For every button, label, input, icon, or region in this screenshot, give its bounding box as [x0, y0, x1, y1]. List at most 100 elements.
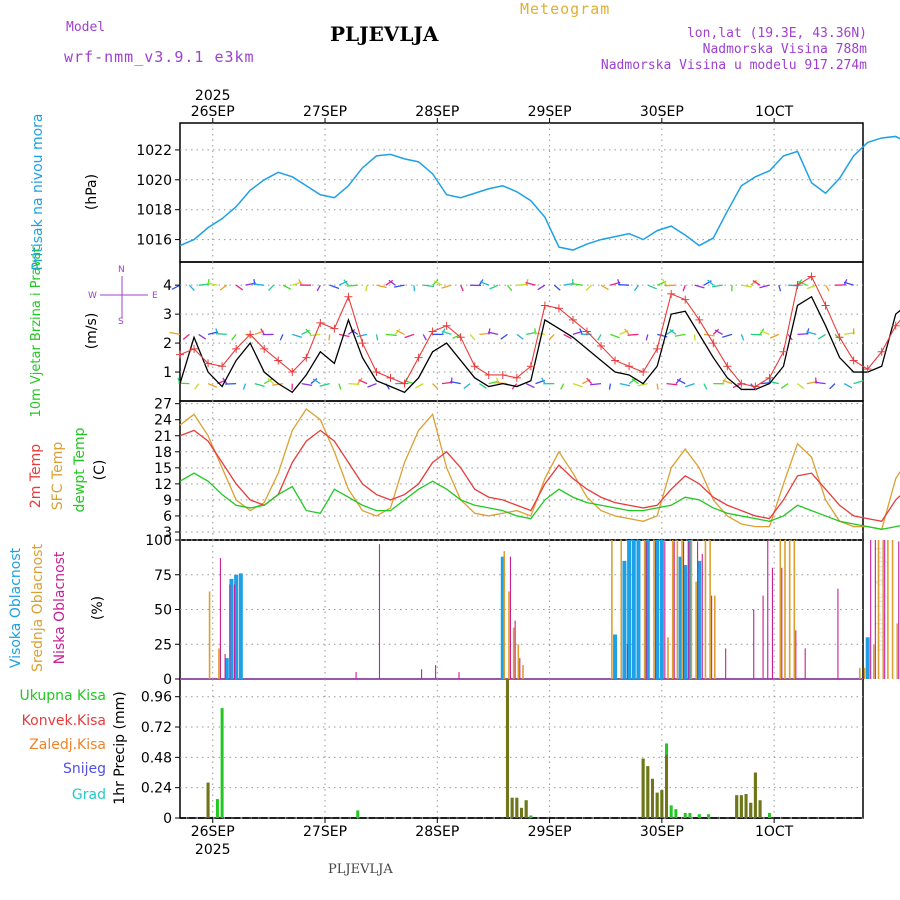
year-label-top: 2025 [195, 88, 231, 104]
low-cloud-bar [645, 541, 647, 679]
gust-marker [232, 344, 241, 353]
sfc-temp-line [179, 408, 900, 531]
precip-total-bar [529, 815, 533, 818]
gust-marker [512, 373, 521, 382]
wind-arrow [194, 383, 200, 390]
mid-cloud-bar [676, 540, 679, 679]
mid-cloud-bar [208, 591, 211, 679]
wind-arrow [806, 328, 810, 335]
wind-arrow [633, 284, 639, 292]
mid-cloud-bar [218, 648, 220, 679]
pressure-label: Pritisak na nivou mora [30, 113, 46, 270]
wind-arrow [338, 383, 342, 390]
wind-arrow [585, 284, 593, 291]
y-tick-label-4: 0.72 [141, 720, 172, 736]
gust-marker [176, 350, 184, 359]
high-cloud-bar [678, 556, 683, 679]
wind-arrow [740, 334, 745, 341]
high-cloud-bar [697, 560, 702, 679]
precip-total-bar [356, 810, 360, 818]
wind-arrow [310, 378, 318, 385]
gust-marker [695, 315, 704, 324]
low-cloud-bar [804, 648, 806, 679]
wind-arrow [207, 282, 218, 286]
precip-total-bar [767, 812, 771, 818]
low-cloud-bar [664, 541, 666, 679]
day-label-bottom: 29SEP [528, 824, 572, 840]
gust-marker [246, 330, 255, 339]
wind-arrow [292, 333, 302, 339]
precip-total-bar [220, 708, 224, 818]
low-cloud-bar [767, 540, 769, 679]
low-cloud-bar [870, 540, 872, 679]
mid-cloud-bar [709, 540, 711, 679]
low-cloud-bar [725, 648, 727, 679]
wind-arrow [432, 279, 439, 286]
gust-marker [316, 318, 325, 327]
precip-conv-bar [753, 772, 757, 818]
pressure-unit: (hPa) [84, 174, 100, 210]
y-tick-label-0: 1018 [136, 203, 172, 219]
precip-conv-bar [655, 792, 659, 818]
wind-unit: (m/s) [84, 313, 100, 350]
precip-conv-bar [505, 679, 509, 818]
low-cloud-bar [219, 558, 221, 679]
wind-arrow [506, 284, 513, 292]
high-cloud-bar [229, 578, 234, 679]
temp-2m-line [179, 429, 900, 523]
low-cloud-bar [753, 609, 755, 679]
wind-speed-line [179, 295, 900, 394]
gust-marker [639, 368, 648, 377]
wind-arrow [666, 329, 674, 335]
low-cloud-bar [795, 630, 797, 679]
low-cloud-bar [654, 541, 657, 679]
wind-arrow [684, 383, 695, 388]
gust-marker [470, 362, 479, 371]
y-tick-label-4: 0.24 [141, 781, 172, 797]
gust-marker [456, 333, 465, 342]
wind-arrow [647, 284, 657, 290]
wind-arrow [348, 382, 360, 386]
wind-arrow [441, 284, 452, 289]
mid-cloud-bar [891, 540, 894, 679]
wind-arrow [298, 279, 303, 286]
day-label-bottom: 26SEP [191, 824, 235, 840]
gust-marker [274, 356, 283, 365]
gust-marker [779, 347, 788, 356]
wind-arrow [675, 377, 682, 385]
gust-marker [568, 315, 577, 324]
precip-conv-bar [524, 800, 528, 818]
wind-label: 10m Vjetar Brzina i Pravac [29, 245, 44, 418]
gust-marker [891, 321, 900, 330]
gust-marker [737, 379, 746, 388]
high-cloud-bar [613, 634, 618, 679]
wind-arrow [537, 284, 546, 291]
wind-arrow [487, 331, 499, 336]
precip-total-bar [697, 814, 701, 818]
wind-arrow [225, 382, 237, 385]
wind-arrow [618, 283, 630, 286]
compass-n: N [118, 265, 125, 275]
wind-arrow [404, 333, 415, 339]
wind-arrow [624, 328, 630, 335]
wind-arrow [722, 379, 733, 385]
mid-cloud-bar [793, 540, 796, 679]
high-cloud-bar [659, 540, 664, 679]
gust-marker [400, 379, 409, 388]
footer-station: PLJEVLJA [328, 862, 393, 877]
low-cloud-bar [781, 567, 783, 679]
high-cloud-bar [683, 565, 688, 679]
wind-arrow [215, 332, 227, 336]
wind-arrow [207, 383, 218, 388]
pressure-line [179, 135, 900, 251]
gust-marker [793, 281, 802, 290]
wind-arrow [365, 285, 368, 292]
temp-2m-label: 2m Temp [28, 444, 44, 508]
mid-cloud-label: Srednja Oblacnost [30, 544, 46, 672]
gust-marker [442, 321, 451, 330]
wind-arrow [169, 331, 181, 336]
gust-marker [611, 356, 620, 365]
wind-arrow [348, 328, 356, 335]
wind-arrow [563, 333, 572, 340]
gust-marker [582, 327, 591, 336]
